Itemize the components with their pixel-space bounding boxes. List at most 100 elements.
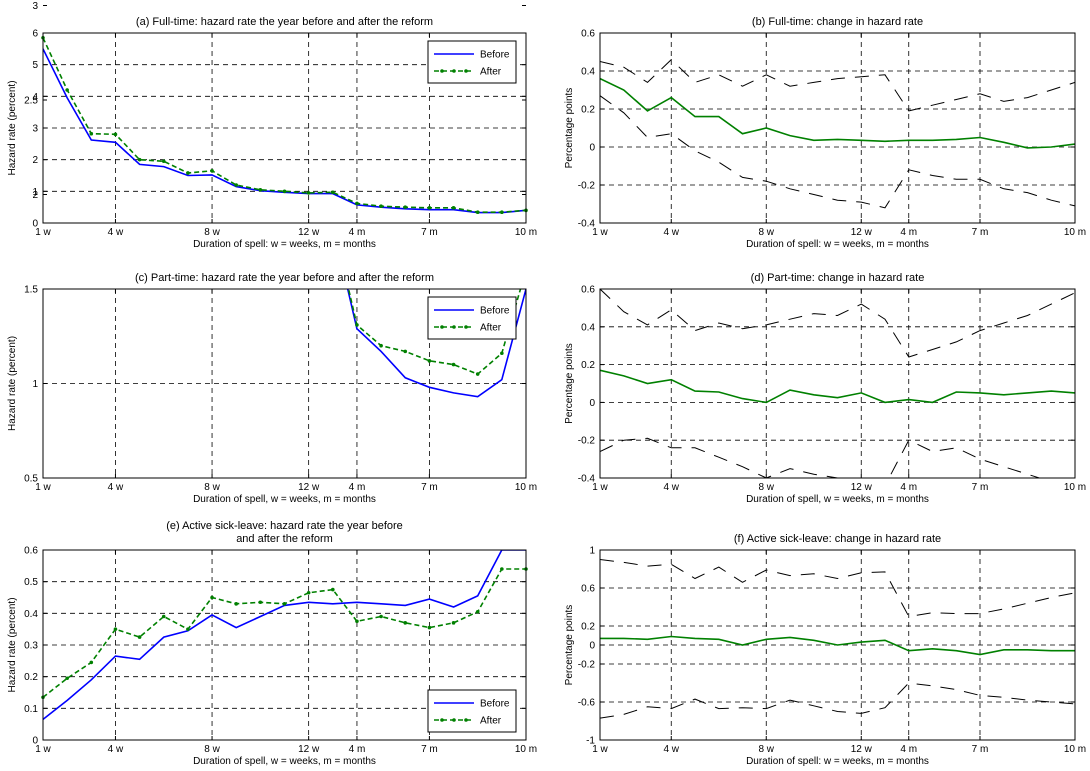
legend-marker bbox=[440, 69, 444, 73]
legend-marker bbox=[440, 325, 444, 329]
chart-title: (d) Part-time: change in hazard rate bbox=[751, 272, 925, 284]
chart-b: -0.4 -0.2 0 0.2 0.4 0.6 1 w 4 w 8 w 12 w 4 m 7 m 10 … bbox=[564, 16, 1086, 250]
x-tick-label: 7 m bbox=[421, 227, 438, 238]
data-point bbox=[427, 625, 432, 630]
x-axis-label: Duration of spell: w = weeks, m = months bbox=[746, 756, 929, 767]
legend-marker bbox=[464, 718, 468, 722]
data-point bbox=[258, 600, 263, 605]
data-point bbox=[210, 595, 214, 600]
data-point bbox=[161, 614, 166, 619]
chart-title: (c) Part-time: hazard rate the year befo… bbox=[135, 272, 434, 284]
series-line-confidence-bound bbox=[600, 682, 1075, 719]
data-point bbox=[89, 131, 94, 136]
x-tick-label: 1 w bbox=[35, 482, 51, 493]
x-tick-label: 4 m bbox=[349, 482, 366, 493]
series-line-confidence-bound bbox=[600, 559, 1075, 618]
legend-box bbox=[427, 296, 517, 340]
x-tick-label: 8 w bbox=[204, 227, 220, 238]
series-line-confidence-bound bbox=[600, 95, 1075, 209]
x-tick-label: 10 m bbox=[1064, 482, 1086, 493]
y-axis-label: Hazard rate (percent) bbox=[7, 597, 18, 692]
legend-marker bbox=[452, 325, 456, 329]
x-tick-label: 12 w bbox=[298, 227, 320, 238]
y-tick-label: 0.6 bbox=[581, 584, 595, 595]
y-tick-label: 2 bbox=[32, 155, 38, 166]
y-axis-label: Hazard rate (percent) bbox=[7, 80, 18, 175]
data-point bbox=[113, 132, 118, 137]
chart-e: 0 0.1 0.2 0.3 0.4 0.5 0.6 1 w 4 w 8 w 12 w 4 m 7 m 10… bbox=[7, 520, 537, 767]
y-tick-label: -0.4 bbox=[578, 219, 596, 230]
y-axis-label: Percentage points bbox=[564, 605, 575, 686]
chart-title: (f) Active sick-leave: change in hazard … bbox=[734, 533, 941, 545]
x-tick-label: 4 w bbox=[663, 227, 679, 238]
y-tick-label: 2.5 bbox=[24, 96, 38, 107]
data-point bbox=[282, 602, 287, 606]
data-point bbox=[306, 590, 311, 595]
data-point bbox=[379, 204, 383, 209]
data-point bbox=[355, 619, 359, 624]
series-line-confidence-bound bbox=[600, 58, 1075, 112]
y-tick-label: -0.2 bbox=[578, 660, 596, 671]
x-tick-label: 12 w bbox=[851, 482, 873, 493]
legend-marker bbox=[440, 718, 444, 722]
y-tick-label: 5 bbox=[32, 60, 38, 71]
y-tick-label: 1 bbox=[32, 379, 38, 390]
y-tick-label: 0.2 bbox=[581, 105, 595, 116]
legend-marker bbox=[452, 718, 456, 722]
legend-marker bbox=[464, 69, 468, 73]
x-tick-label: 4 w bbox=[108, 482, 124, 493]
x-tick-label: 4 m bbox=[349, 227, 366, 238]
y-tick-label: 0 bbox=[589, 143, 595, 154]
series-line-estimate bbox=[600, 369, 1075, 404]
data-point bbox=[475, 609, 480, 614]
y-axis-label: Percentage points bbox=[564, 88, 575, 169]
data-point bbox=[500, 351, 504, 356]
x-tick-label: 12 w bbox=[298, 482, 320, 493]
legend-marker bbox=[452, 69, 456, 73]
x-tick-label: 8 w bbox=[758, 744, 774, 755]
data-point bbox=[451, 206, 456, 210]
chart-title: and after the reform bbox=[236, 533, 333, 545]
x-tick-label: 1 w bbox=[592, 227, 608, 238]
chart-title: (a) Full-time: hazard rate the year befo… bbox=[136, 16, 433, 28]
y-tick-label: 3 bbox=[32, 124, 38, 135]
x-axis-label: Duration of spell, w = weeks, m = months bbox=[746, 494, 929, 505]
x-tick-label: 10 m bbox=[1064, 227, 1086, 238]
legend-label: After bbox=[480, 323, 502, 334]
plot-frame bbox=[599, 288, 1076, 479]
series-line-confidence-bound bbox=[600, 289, 1075, 358]
y-tick-label: 1 bbox=[32, 187, 38, 198]
y-tick-label: 0.4 bbox=[581, 67, 595, 78]
data-point bbox=[113, 627, 118, 631]
data-point bbox=[258, 187, 263, 192]
x-tick-label: 10 m bbox=[515, 482, 537, 493]
x-tick-label: 7 m bbox=[972, 482, 989, 493]
x-tick-label: 12 w bbox=[298, 744, 320, 755]
data-point bbox=[500, 210, 504, 215]
legend: Before After bbox=[427, 689, 517, 733]
plot-area bbox=[600, 33, 1075, 223]
y-tick-label: -1 bbox=[586, 736, 595, 747]
y-tick-label: 0.6 bbox=[581, 29, 595, 40]
x-tick-label: 4 m bbox=[900, 744, 917, 755]
y-tick-label: 6 bbox=[32, 29, 38, 40]
x-tick-label: 8 w bbox=[758, 482, 774, 493]
data-point bbox=[306, 191, 311, 195]
x-tick-label: 8 w bbox=[204, 744, 220, 755]
data-point bbox=[65, 88, 69, 92]
y-tick-label: 3 bbox=[32, 1, 38, 12]
y-tick-label: 0.5 bbox=[24, 577, 38, 588]
legend: Before After bbox=[427, 40, 517, 84]
y-tick-label: 0.3 bbox=[24, 641, 38, 652]
data-point bbox=[403, 349, 408, 354]
x-axis-label: Duration of spell: w = weeks, m = months bbox=[193, 239, 376, 250]
data-point bbox=[234, 183, 238, 187]
y-tick-label: 1.5 bbox=[24, 285, 38, 296]
x-tick-label: 12 w bbox=[851, 227, 873, 238]
legend: Before After bbox=[427, 296, 517, 340]
data-point bbox=[137, 635, 142, 639]
x-tick-label: 4 w bbox=[663, 482, 679, 493]
series-line-confidence-bound bbox=[600, 437, 1042, 478]
data-point bbox=[355, 201, 359, 206]
